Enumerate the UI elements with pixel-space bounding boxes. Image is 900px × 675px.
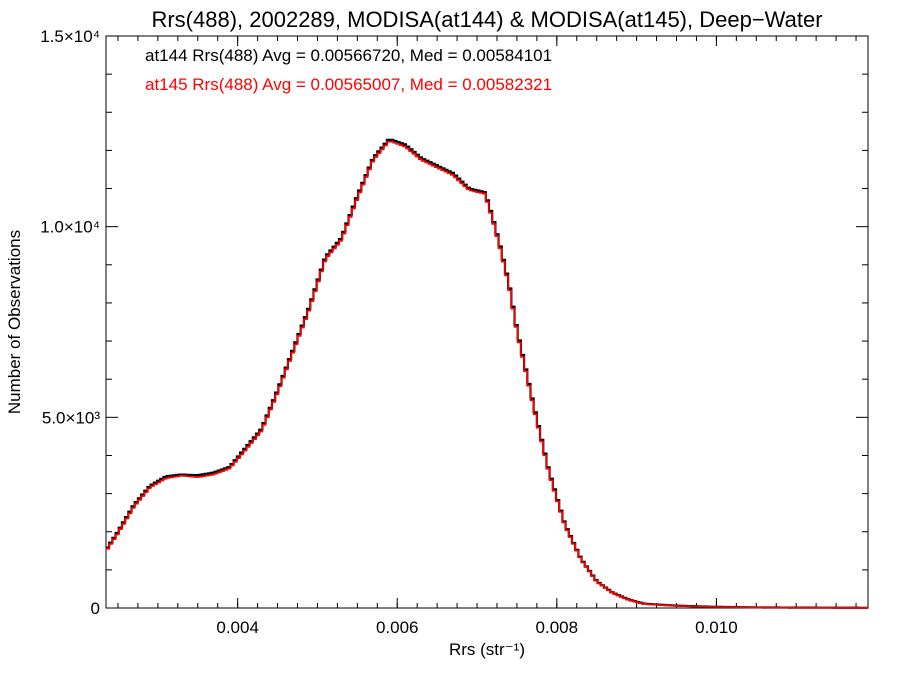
y-axis: 0 5.0×10³ 1.0×10⁴ 1.5×10⁴ [40,27,868,618]
y-tick-label: 1.5×10⁴ [40,27,100,46]
x-tick-label: 0.006 [376,618,419,637]
plot-frame [105,35,869,609]
chart-title: Rrs(488), 2002289, MODISA(at144) & MODIS… [151,7,822,32]
x-tick-label: 0.004 [216,618,259,637]
y-tick-label: 1.0×10⁴ [40,218,100,237]
x-tick-label: 0.008 [536,618,579,637]
y-axis-label: Number of Observations [5,230,24,414]
series-layer [106,138,868,609]
x-axis-label: Rrs (str⁻¹) [449,640,525,659]
y-tick-label: 5.0×10³ [42,408,100,427]
legend-entry-at145: at145 Rrs(488) Avg = 0.00565007, Med = 0… [145,75,552,94]
x-axis: 0.004 0.006 0.008 0.010 [117,36,857,637]
legend-entry-at144: at144 Rrs(488) Avg = 0.00566720, Med = 0… [145,46,552,65]
series-line-at144 [106,138,868,609]
series-line-at145 [106,140,868,609]
y-tick-label: 0 [91,599,100,618]
x-tick-label: 0.010 [695,618,738,637]
